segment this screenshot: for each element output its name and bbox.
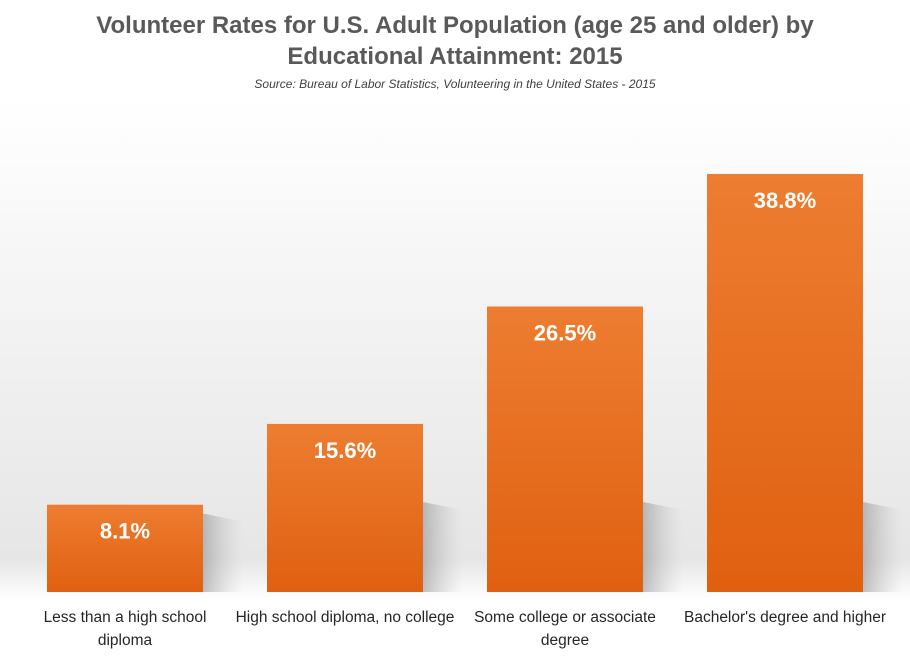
chart-title-line-2: Educational Attainment: 2015 xyxy=(287,43,623,70)
chart-subtitle: Source: Bureau of Labor Statistics, Volu… xyxy=(254,77,656,91)
category-label-4: Bachelor's degree and higher xyxy=(683,609,886,626)
data-label-1: 8.1% xyxy=(100,519,150,544)
bar-3 xyxy=(487,306,643,592)
data-label-4: 38.8% xyxy=(754,188,816,213)
bar-shadows xyxy=(203,502,903,592)
chart-title: Volunteer Rates for U.S. Adult Populatio… xyxy=(0,10,910,72)
data-label-2: 15.6% xyxy=(314,438,376,463)
bar-shadow xyxy=(203,513,243,592)
bar-shadow xyxy=(423,502,463,592)
category-label-3: Some college or associate degree xyxy=(474,609,656,649)
chart-title-line-1: Volunteer Rates for U.S. Adult Populatio… xyxy=(96,12,814,39)
bar-2 xyxy=(267,423,423,592)
bar-shadow xyxy=(643,502,683,592)
data-label-3: 26.5% xyxy=(534,320,596,345)
category-label-2: High school diploma, no college xyxy=(235,609,455,626)
category-label-1: Less than a high school diploma xyxy=(43,609,207,649)
bars-group xyxy=(47,173,863,592)
bar-shadow xyxy=(863,502,903,592)
data-labels-group: 8.1% 15.6% 26.5% 38.8% xyxy=(100,188,816,544)
bar-1 xyxy=(47,504,203,592)
bar-4 xyxy=(707,173,863,592)
